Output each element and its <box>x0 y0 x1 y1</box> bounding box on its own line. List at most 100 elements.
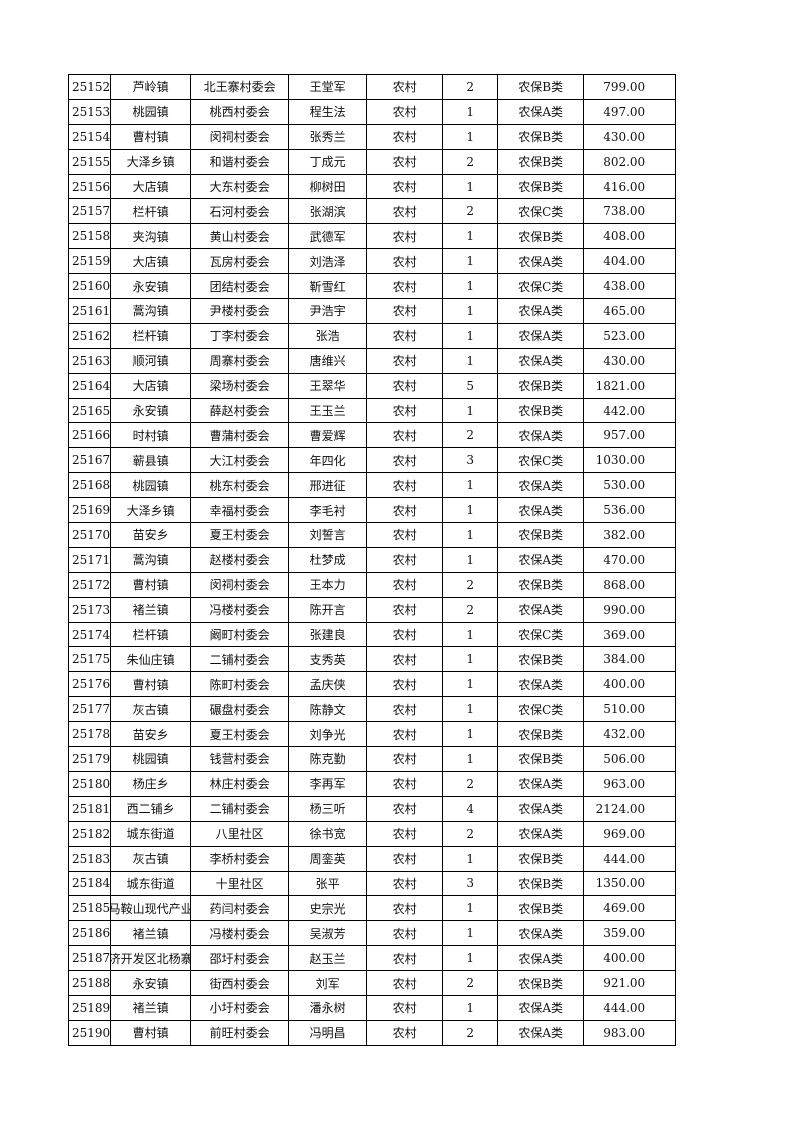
town: 芦岭镇 <box>110 74 192 100</box>
town: 大店镇 <box>110 173 192 200</box>
village: 曹蒲村委会 <box>190 422 290 449</box>
area-type: 农村 <box>366 895 444 922</box>
insurance-category: 农保B类 <box>497 721 585 748</box>
table-row: 25157 栏杆镇 石河村委会 张湖滨 农村 2 农保C类 738.00 <box>67 198 677 225</box>
insurance-category: 农保B类 <box>497 372 585 399</box>
person-name: 丁成元 <box>288 148 368 175</box>
area-type: 农村 <box>366 522 444 548</box>
village: 冯楼村委会 <box>190 920 290 947</box>
town: 大泽乡镇 <box>110 497 192 524</box>
town: 蒿沟镇 <box>110 298 192 324</box>
area-type: 农村 <box>366 596 444 623</box>
household-count: 1 <box>442 98 499 125</box>
household-count: 3 <box>442 447 499 474</box>
amount: 438.00 <box>583 273 677 300</box>
record-id: 25168 <box>67 472 112 499</box>
town: 栏杆镇 <box>110 621 192 648</box>
insurance-category: 农保B类 <box>497 746 585 772</box>
household-count: 2 <box>442 571 499 598</box>
village: 周寨村委会 <box>190 347 290 374</box>
table-row: 25183 灰古镇 李桥村委会 周銮英 农村 1 农保B类 444.00 <box>67 845 677 872</box>
town: 曹村镇 <box>110 671 192 698</box>
village: 薛赵村委会 <box>190 397 290 424</box>
amount: 382.00 <box>583 522 677 548</box>
table-row: 25189 褚兰镇 小圩村委会 潘永树 农村 1 农保A类 444.00 <box>67 994 677 1021</box>
insurance-category: 农保A类 <box>497 248 585 275</box>
town: 永安镇 <box>110 273 192 300</box>
insurance-category: 农保A类 <box>497 347 585 374</box>
table-row: 25184 城东街道 十里社区 张平 农村 3 农保B类 1350.00 <box>67 870 677 897</box>
amount: 1350.00 <box>583 870 677 897</box>
record-id: 25183 <box>67 845 112 872</box>
insurance-category: 农保B类 <box>497 173 585 200</box>
record-id: 25178 <box>67 721 112 748</box>
household-count: 1 <box>442 746 499 772</box>
insurance-category: 农保B类 <box>497 571 585 598</box>
person-name: 张浩 <box>288 322 368 349</box>
area-type: 农村 <box>366 472 444 499</box>
record-id: 25182 <box>67 820 112 847</box>
town: 曹村镇 <box>110 571 192 598</box>
insurance-category: 农保C类 <box>497 621 585 648</box>
village: 北王寨村委会 <box>190 74 290 100</box>
area-type: 农村 <box>366 98 444 125</box>
town: 时村镇 <box>110 422 192 449</box>
insurance-category: 农保A类 <box>497 1019 585 1046</box>
table-row: 25156 大店镇 大东村委会 柳树田 农村 1 农保B类 416.00 <box>67 173 677 200</box>
table-row: 25188 永安镇 街西村委会 刘军 农村 2 农保B类 921.00 <box>67 970 677 996</box>
area-type: 农村 <box>366 671 444 698</box>
records-table: 25152 芦岭镇 北王寨村委会 王堂军 农村 2 农保B类 799.00 25153 桃园镇 桃西… <box>67 74 677 1046</box>
person-name: 曹爱辉 <box>288 422 368 449</box>
town: 大店镇 <box>110 248 192 275</box>
household-count: 3 <box>442 870 499 897</box>
amount: 359.00 <box>583 920 677 947</box>
village: 桃西村委会 <box>190 98 290 125</box>
area-type: 农村 <box>366 546 444 573</box>
person-name: 陈克勤 <box>288 746 368 772</box>
person-name: 李再军 <box>288 770 368 797</box>
person-name: 唐维兴 <box>288 347 368 374</box>
household-count: 1 <box>442 895 499 922</box>
household-count: 2 <box>442 74 499 100</box>
person-name: 支秀英 <box>288 646 368 673</box>
record-id: 25179 <box>67 746 112 772</box>
person-name: 邢进征 <box>288 472 368 499</box>
town: 蕲县镇 <box>110 447 192 474</box>
record-id: 25185 <box>67 895 112 922</box>
village: 团结村委会 <box>190 273 290 300</box>
village: 桃东村委会 <box>190 472 290 499</box>
household-count: 1 <box>442 347 499 374</box>
amount: 738.00 <box>583 198 677 225</box>
amount: 969.00 <box>583 820 677 847</box>
record-id: 25156 <box>67 173 112 200</box>
record-id: 25180 <box>67 770 112 797</box>
record-id: 25159 <box>67 248 112 275</box>
village: 碾盘村委会 <box>190 696 290 723</box>
household-count: 2 <box>442 148 499 175</box>
insurance-category: 农保A类 <box>497 920 585 947</box>
household-count: 1 <box>442 646 499 673</box>
area-type: 农村 <box>366 1019 444 1046</box>
insurance-category: 农保B类 <box>497 123 585 150</box>
town: 褚兰镇 <box>110 596 192 623</box>
person-name: 杜梦成 <box>288 546 368 573</box>
village: 闵祠村委会 <box>190 123 290 150</box>
record-id: 25176 <box>67 671 112 698</box>
town: 大泽乡镇 <box>110 148 192 175</box>
insurance-category: 农保A类 <box>497 298 585 324</box>
table-row: 25175 朱仙庄镇 二铺村委会 支秀英 农村 1 农保B类 384.00 <box>67 646 677 673</box>
record-id: 25186 <box>67 920 112 947</box>
area-type: 农村 <box>366 298 444 324</box>
table-row: 25167 蕲县镇 大江村委会 年四化 农村 3 农保C类 1030.00 <box>67 447 677 474</box>
insurance-category: 农保A类 <box>497 671 585 698</box>
person-name: 王玉兰 <box>288 397 368 424</box>
area-type: 农村 <box>366 746 444 772</box>
village: 药闫村委会 <box>190 895 290 922</box>
person-name: 柳树田 <box>288 173 368 200</box>
town: 永安镇 <box>110 397 192 424</box>
record-id: 25170 <box>67 522 112 548</box>
area-type: 农村 <box>366 970 444 996</box>
village: 前旺村委会 <box>190 1019 290 1046</box>
area-type: 农村 <box>366 248 444 275</box>
record-id: 25163 <box>67 347 112 374</box>
